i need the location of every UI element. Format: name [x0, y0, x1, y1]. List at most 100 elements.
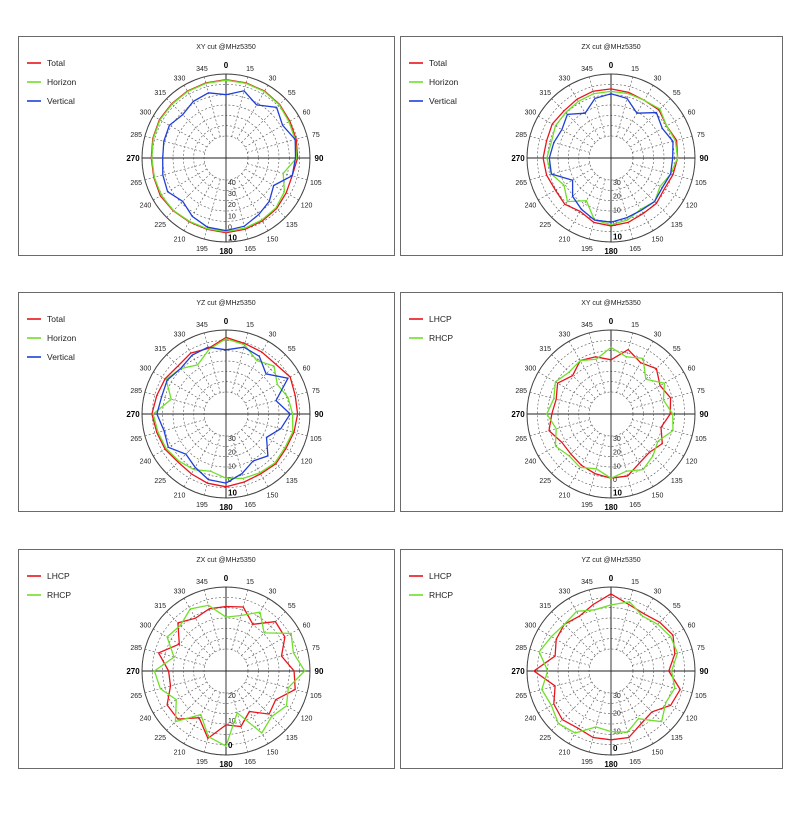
angle-label-105: 105 — [695, 693, 707, 700]
polar-chart-2: YZ cut @MHz5350 0 15 30 55 60 75 90 105 120 135 150… — [27, 300, 324, 512]
angle-label-240: 240 — [140, 716, 152, 723]
angle-label-30: 30 — [654, 75, 662, 82]
legend-label-lhcp: LHCP — [429, 314, 452, 324]
legend: LHCP RHCP — [409, 571, 453, 600]
angle-label-315: 315 — [539, 346, 551, 353]
series-line-lhcp — [532, 593, 681, 741]
angle-label-180: 180 — [604, 247, 618, 256]
angle-label-30: 30 — [269, 588, 277, 595]
series-line-horizon — [152, 337, 294, 480]
angle-label-285: 285 — [515, 645, 527, 652]
grid-spoke — [621, 689, 654, 744]
legend-label-rhcp: RHCP — [47, 590, 71, 600]
grid-spoke — [153, 681, 208, 714]
angle-label-55: 55 — [673, 90, 681, 97]
radial-tick-label: 20 — [228, 693, 236, 700]
angle-label-55: 55 — [673, 603, 681, 610]
angle-label-265: 265 — [515, 436, 527, 443]
angle-label-240: 240 — [140, 459, 152, 466]
radial-tick-label: 10 — [613, 233, 622, 242]
angle-label-75: 75 — [312, 132, 320, 139]
angle-label-30: 30 — [269, 331, 277, 338]
angle-label-195: 195 — [196, 246, 208, 253]
angle-label-60: 60 — [303, 623, 311, 630]
legend-label-total: Total — [429, 58, 447, 68]
angle-label-0: 0 — [609, 61, 614, 70]
angle-label-300: 300 — [525, 366, 537, 373]
chart-panel-zx-total: ZX cut @MHz5350 0 15 30 55 60 75 90 105 120 135 150… — [400, 36, 783, 256]
polar-chart-5: YZ cut @MHz5350 0 15 30 55 60 75 90 105 120 135 150… — [409, 557, 709, 769]
angle-label-135: 135 — [286, 735, 298, 742]
angle-label-315: 315 — [154, 603, 166, 610]
series-line-rhcp — [538, 601, 679, 734]
angle-label-120: 120 — [301, 459, 313, 466]
angle-label-120: 120 — [301, 203, 313, 210]
angle-label-330: 330 — [559, 588, 571, 595]
angle-label-300: 300 — [140, 110, 152, 117]
legend-label-horizon: Horizon — [47, 77, 77, 87]
angle-label-345: 345 — [581, 579, 593, 586]
legend-label-vertical: Vertical — [429, 96, 457, 106]
angle-label-180: 180 — [219, 760, 233, 769]
angle-label-330: 330 — [559, 75, 571, 82]
angle-label-15: 15 — [246, 322, 254, 329]
chart-title: ZX cut @MHz5350 — [581, 44, 640, 51]
angle-label-270: 270 — [511, 667, 525, 676]
angle-label-265: 265 — [130, 693, 142, 700]
angle-label-330: 330 — [174, 331, 186, 338]
angle-label-165: 165 — [629, 759, 641, 766]
legend-label-rhcp: RHCP — [429, 333, 453, 343]
angle-label-55: 55 — [673, 346, 681, 353]
angle-label-330: 330 — [174, 75, 186, 82]
chart-panel-yz-circular: YZ cut @MHz5350 0 15 30 55 60 75 90 105 120 135 150… — [400, 549, 783, 769]
angle-label-135: 135 — [286, 222, 298, 229]
angle-label-15: 15 — [631, 322, 639, 329]
chart-title: XY cut @MHz5350 — [581, 300, 641, 307]
radial-tick-label: 10 — [228, 234, 237, 243]
angle-label-60: 60 — [303, 110, 311, 117]
angle-label-75: 75 — [312, 645, 320, 652]
legend-label-total: Total — [47, 58, 65, 68]
angle-label-210: 210 — [174, 750, 186, 757]
angle-label-180: 180 — [219, 503, 233, 512]
series-line-horizon — [546, 90, 679, 226]
radial-tick-label: 30 — [613, 180, 621, 187]
angle-label-225: 225 — [154, 478, 166, 485]
angle-label-195: 195 — [581, 502, 593, 509]
angle-label-270: 270 — [126, 154, 140, 163]
legend-label-lhcp: LHCP — [429, 571, 452, 581]
angle-label-300: 300 — [140, 623, 152, 630]
angle-label-60: 60 — [688, 366, 696, 373]
series-line-vertical — [156, 346, 292, 484]
chart-title: ZX cut @MHz5350 — [196, 557, 255, 564]
radial-tick-label: 0 — [228, 224, 232, 231]
radial-tick-label: 30 — [228, 191, 236, 198]
angle-label-265: 265 — [130, 436, 142, 443]
legend: LHCP RHCP — [409, 314, 453, 343]
radial-tick-label: 10 — [613, 489, 622, 498]
legend-label-horizon: Horizon — [47, 333, 77, 343]
angle-label-165: 165 — [244, 759, 256, 766]
grid-spoke — [551, 354, 596, 399]
chart-title: YZ cut @MHz5350 — [581, 557, 640, 564]
radial-tick-label: 10 — [228, 463, 236, 470]
grid-spoke — [568, 689, 601, 744]
angle-label-285: 285 — [130, 388, 142, 395]
radial-tick-label: 20 — [613, 711, 621, 718]
angle-label-120: 120 — [686, 203, 698, 210]
angle-label-60: 60 — [688, 110, 696, 117]
angle-label-240: 240 — [525, 203, 537, 210]
radial-tick-label: 20 — [613, 194, 621, 201]
angle-label-240: 240 — [525, 459, 537, 466]
angle-label-60: 60 — [303, 366, 311, 373]
angle-label-210: 210 — [559, 493, 571, 500]
angle-label-165: 165 — [629, 502, 641, 509]
radial-tick-label: 20 — [228, 202, 236, 209]
angle-label-105: 105 — [695, 436, 707, 443]
radial-tick-label: 10 — [228, 213, 236, 220]
angle-label-55: 55 — [288, 346, 296, 353]
angle-label-240: 240 — [525, 716, 537, 723]
angle-label-285: 285 — [515, 388, 527, 395]
angle-label-0: 0 — [224, 317, 229, 326]
angle-label-285: 285 — [515, 132, 527, 139]
